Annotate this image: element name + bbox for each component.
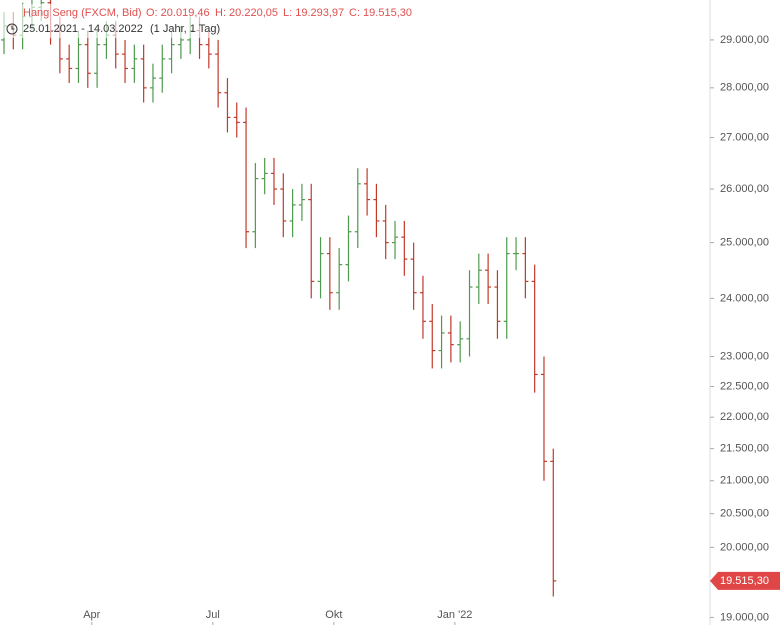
y-tick-label: 22.500,00	[720, 380, 769, 392]
y-tick-label: 26.000,00	[720, 183, 769, 195]
y-tick-label: 20.500,00	[720, 508, 769, 520]
x-tick-label: Okt	[325, 609, 342, 621]
x-tick-label: Jan '22	[437, 609, 472, 621]
date-range: 25.01.2021 - 14.03.2022	[23, 23, 143, 35]
header-high: H: 20.220,05	[215, 7, 278, 19]
y-tick-label: 27.000,00	[720, 131, 769, 143]
y-tick-label: 21.500,00	[720, 443, 769, 455]
y-tick-label: 25.000,00	[720, 237, 769, 249]
last-price-label: 19.515,30	[720, 575, 769, 587]
y-tick-label: 29.000,00	[720, 34, 769, 46]
y-tick-label: 22.000,00	[720, 411, 769, 423]
header-close: C: 19.515,30	[349, 7, 412, 19]
header-low: L: 19.293,97	[283, 7, 344, 19]
header-open: O: 20.019,46	[146, 7, 210, 19]
y-tick-label: 28.000,00	[720, 82, 769, 94]
bars	[1, 0, 557, 597]
x-tick-label: Jul	[206, 609, 220, 621]
y-tick-label: 24.000,00	[720, 292, 769, 304]
y-tick-label: 20.000,00	[720, 541, 769, 553]
y-tick-label: 23.000,00	[720, 350, 769, 362]
last-price-tag	[710, 571, 780, 590]
y-tick-label: 19.000,00	[720, 611, 769, 623]
title: Hang Seng (FXCM, Bid)	[23, 7, 142, 19]
header-bg	[3, 4, 423, 38]
period: (1 Jahr, 1 Tag)	[150, 23, 220, 35]
x-tick-label: Apr	[83, 609, 100, 621]
clock-icon	[6, 23, 18, 35]
y-tick-label: 21.000,00	[720, 475, 769, 487]
